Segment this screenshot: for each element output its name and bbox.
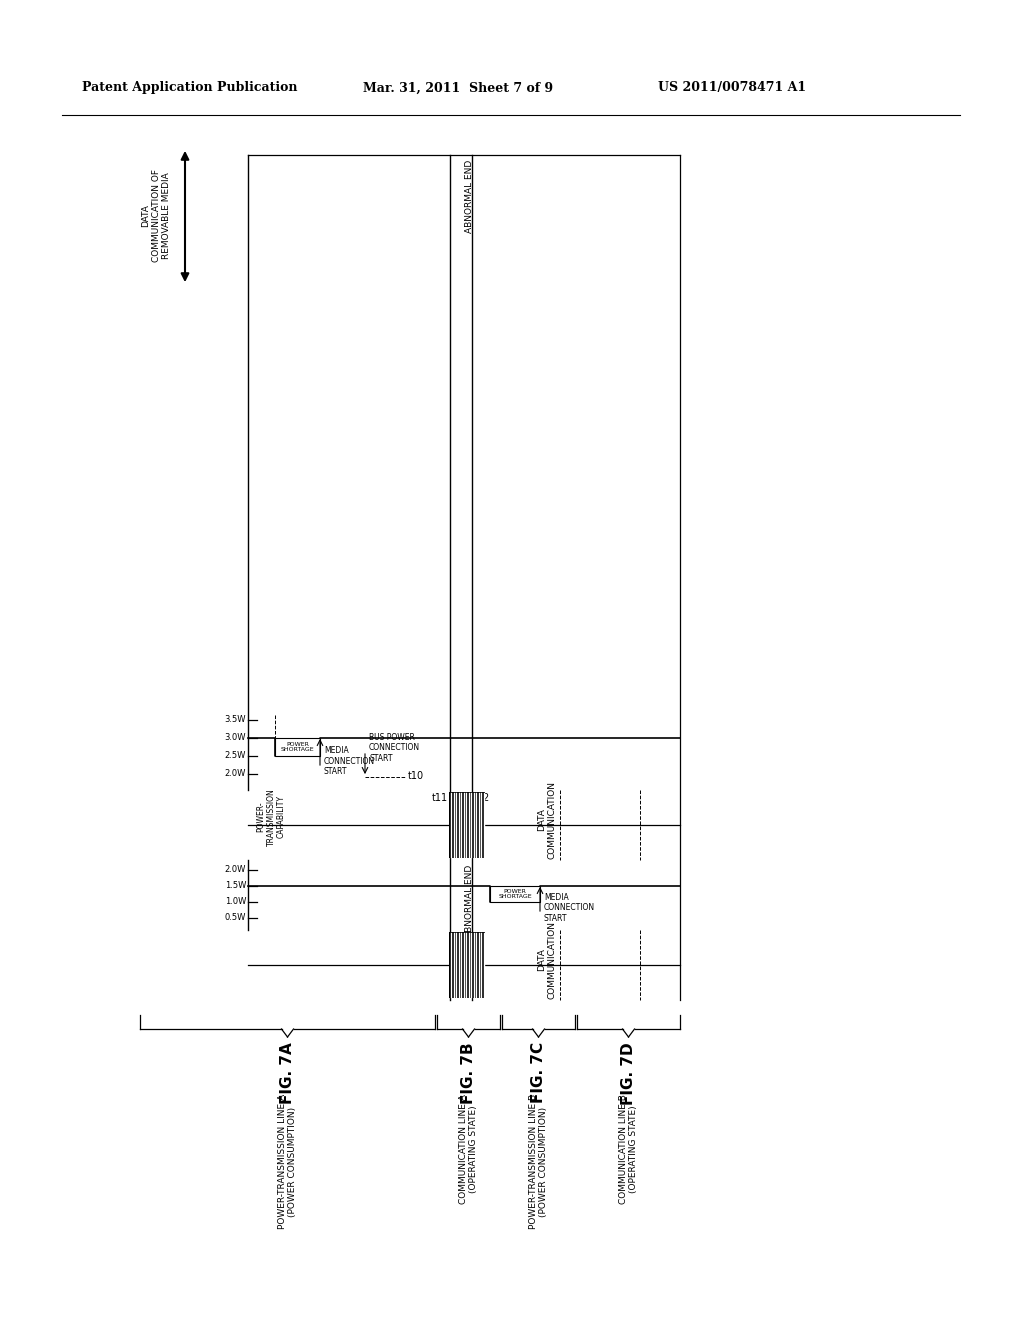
Text: FIG. 7A: FIG. 7A <box>280 1041 295 1104</box>
Text: MEDIA
CONNECTION
START: MEDIA CONNECTION START <box>324 746 375 776</box>
Text: 0.5W: 0.5W <box>224 913 246 923</box>
Bar <box>449 932 485 998</box>
Text: DATA
COMMUNICATION: DATA COMMUNICATION <box>538 781 557 859</box>
Text: COMMUNICATION LINE A
(OPERATING STATE): COMMUNICATION LINE A (OPERATING STATE) <box>459 1094 478 1204</box>
Text: Mar. 31, 2011  Sheet 7 of 9: Mar. 31, 2011 Sheet 7 of 9 <box>362 82 553 95</box>
Text: POWER-
TRANSMISSION
CAPABILITY: POWER- TRANSMISSION CAPABILITY <box>256 788 286 846</box>
Text: FIG. 7D: FIG. 7D <box>621 1041 636 1105</box>
Text: 2.0W: 2.0W <box>224 770 246 779</box>
Text: US 2011/0078471 A1: US 2011/0078471 A1 <box>658 82 806 95</box>
Text: 1.5W: 1.5W <box>224 882 246 891</box>
Text: MEDIA
CONNECTION
START: MEDIA CONNECTION START <box>544 894 595 923</box>
Text: 3.5W: 3.5W <box>224 715 246 725</box>
Text: FIG. 7B: FIG. 7B <box>461 1041 476 1104</box>
Text: POWER
SHORTAGE: POWER SHORTAGE <box>499 888 531 899</box>
Bar <box>449 792 485 858</box>
Text: Patent Application Publication: Patent Application Publication <box>82 82 298 95</box>
Text: DATA
COMMUNICATION OF
REMOVABLE MEDIA: DATA COMMUNICATION OF REMOVABLE MEDIA <box>141 169 171 263</box>
Text: t12: t12 <box>474 793 490 803</box>
Text: POWER
SHORTAGE: POWER SHORTAGE <box>281 742 314 752</box>
Text: 3.0W: 3.0W <box>224 734 246 742</box>
Text: COMMUNICATION LINE B
(OPERATING STATE): COMMUNICATION LINE B (OPERATING STATE) <box>618 1094 638 1204</box>
Text: 2.0W: 2.0W <box>224 866 246 874</box>
Bar <box>490 886 540 902</box>
Text: 2.5W: 2.5W <box>224 751 246 760</box>
Text: POWER-TRANSMISSION LINE B
(POWER CONSUMPTION): POWER-TRANSMISSION LINE B (POWER CONSUMP… <box>528 1094 548 1229</box>
Text: t11: t11 <box>432 793 449 803</box>
Text: BUS POWER
CONNECTION
START: BUS POWER CONNECTION START <box>369 733 420 763</box>
Text: DATA
COMMUNICATION: DATA COMMUNICATION <box>538 921 557 999</box>
Text: ABNORMAL END: ABNORMAL END <box>465 160 474 234</box>
Text: t10: t10 <box>408 771 424 781</box>
Text: ABNORMAL END: ABNORMAL END <box>465 865 474 939</box>
Text: POWER-TRANSMISSION LINE A
(POWER CONSUMPTION): POWER-TRANSMISSION LINE A (POWER CONSUMP… <box>278 1094 297 1229</box>
Bar <box>275 738 319 756</box>
Text: FIG. 7C: FIG. 7C <box>531 1041 546 1104</box>
Text: 1.0W: 1.0W <box>224 898 246 907</box>
